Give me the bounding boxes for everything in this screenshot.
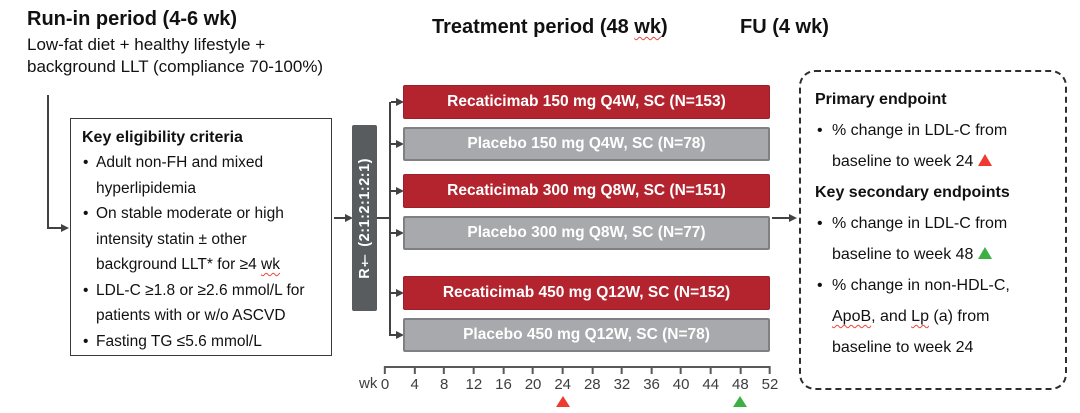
- week-48-green-triangle-icon: [733, 396, 748, 407]
- axis-tick-40: 40: [673, 366, 689, 393]
- branch-arrowhead-arm2-icon: [396, 139, 404, 148]
- secondary-endpoint-nonhdl-text1: % change in non-HDL-C,: [832, 277, 1010, 294]
- secondary-endpoint-apob-text: ApoB: [832, 308, 872, 325]
- red-triangle-icon: [978, 154, 993, 166]
- runin-connector-horizontal-line: [47, 227, 62, 229]
- branch-line-arm2: [391, 143, 399, 145]
- treatment-period-title-wk: wk: [634, 16, 661, 38]
- arms-to-endpoints-line: [772, 217, 790, 219]
- secondary-endpoint-nonhdl-text2: , and: [871, 308, 912, 325]
- treatment-period-title: Treatment period (48 wk): [432, 16, 668, 39]
- secondary-endpoint-nonhdl-text3: (a) from baseline to week 24: [832, 308, 990, 356]
- arms-to-endpoints-arrowhead-icon: [789, 213, 797, 222]
- eligibility-item-tg: Fasting TG ≤5.6 mmol/L: [82, 329, 320, 355]
- eligibility-item-nonfh: Adult non-FH and mixed hyperlipidemia: [82, 150, 320, 201]
- branch-arrowhead-arm3-icon: [396, 186, 404, 195]
- runin-subtitle-line1: Low-fat diet + healthy lifestyle +: [27, 35, 266, 54]
- eligibility-title: Key eligibility criteria: [82, 129, 243, 146]
- eligibility-criteria-box: Key eligibility criteria Adult non-FH an…: [70, 118, 332, 356]
- runin-connector-arrowhead-icon: [61, 223, 69, 232]
- branch-arrowhead-arm4-icon: [396, 228, 404, 237]
- primary-endpoint-text: % change in LDL-C from baseline to week …: [832, 122, 1008, 170]
- eligibility-to-randomization-arrowhead-icon: [345, 213, 353, 222]
- secondary-endpoint-lp-text: Lp: [911, 308, 929, 325]
- axis-tick-0: 0: [381, 366, 389, 393]
- timeline-axis: wk 0 4 8 12 16 20 24 28 32 36 40 44 48 5…: [359, 362, 778, 412]
- branch-line-arm6: [391, 334, 399, 336]
- axis-tick-32: 32: [614, 366, 630, 393]
- secondary-endpoints-list: % change in LDL-C from baseline to week …: [815, 208, 1051, 363]
- axis-tick-24: 24: [554, 366, 571, 393]
- randomization-bar: R† (2:1:2:1:2:1): [352, 125, 377, 311]
- secondary-endpoints-title: Key secondary endpoints: [815, 184, 1010, 201]
- eligibility-list: Adult non-FH and mixed hyperlipidemia On…: [82, 150, 320, 354]
- branch-line-arm4: [391, 232, 399, 234]
- treatment-period-title-suffix: ): [660, 16, 668, 38]
- axis-tick-16: 16: [495, 366, 512, 393]
- primary-endpoint-title: Primary endpoint: [815, 91, 947, 108]
- branch-arrowhead-arm5-icon: [396, 288, 404, 297]
- fu-period-title: FU (4 wk): [740, 16, 829, 38]
- axis-tick-28: 28: [584, 366, 601, 393]
- axis-tick-36: 36: [643, 366, 660, 393]
- eligibility-to-randomization-line: [334, 217, 346, 219]
- secondary-endpoint-item-ldlc48: % change in LDL-C from baseline to week …: [815, 208, 1051, 270]
- axis-tick-44: 44: [702, 366, 719, 393]
- branch-line-arm3: [391, 190, 399, 192]
- arm-recaticimab-150-q4w: Recaticimab 150 mg Q4W, SC (N=153): [403, 85, 770, 119]
- arm-placebo-450-q12w: Placebo 450 mg Q12W, SC (N=78): [403, 318, 770, 352]
- runin-period-title: Run-in period (4-6 wk): [27, 8, 237, 30]
- branch-line-arm5: [391, 292, 399, 294]
- arm-placebo-300-q8w: Placebo 300 mg Q8W, SC (N=77): [403, 216, 770, 250]
- timeline-axis-line: [385, 366, 770, 368]
- secondary-endpoint-ldlc48-text: % change in LDL-C from baseline to week …: [832, 215, 1008, 263]
- axis-tick-12: 12: [466, 366, 482, 393]
- week-24-red-triangle-icon: [555, 396, 570, 407]
- axis-tick-52: 52: [762, 366, 778, 393]
- eligibility-item-statin: On stable moderate or high intensity sta…: [82, 201, 320, 278]
- branch-arrowhead-arm1-icon: [396, 97, 404, 106]
- eligibility-item-statin-text: On stable moderate or high intensity sta…: [96, 205, 284, 273]
- axis-tick-4: 4: [410, 366, 419, 393]
- branch-stub-line: [377, 217, 390, 219]
- green-triangle-icon: [978, 247, 993, 259]
- endpoints-box: Primary endpoint % change in LDL-C from …: [799, 70, 1067, 390]
- treatment-period-title-prefix: Treatment period (48: [432, 16, 635, 38]
- axis-tick-8: 8: [440, 366, 448, 393]
- primary-endpoint-item: % change in LDL-C from baseline to week …: [815, 115, 1051, 177]
- branch-arrowhead-arm6-icon: [396, 330, 404, 339]
- runin-subtitle-line2: background LLT (compliance 70-100%): [27, 57, 324, 76]
- primary-endpoint-list: % change in LDL-C from baseline to week …: [815, 115, 1051, 177]
- arm-recaticimab-450-q12w: Recaticimab 450 mg Q12W, SC (N=152): [403, 276, 770, 310]
- timeline-unit-label: wk: [359, 375, 378, 392]
- arm-placebo-150-q4w: Placebo 150 mg Q4W, SC (N=78): [403, 127, 770, 161]
- runin-connector-vertical-line: [47, 95, 49, 229]
- axis-tick-20: 20: [525, 366, 541, 393]
- arm-recaticimab-300-q8w: Recaticimab 300 mg Q8W, SC (N=151): [403, 174, 770, 208]
- eligibility-item-ldlc: LDL-C ≥1.8 or ≥2.6 mmol/L for patients w…: [82, 278, 320, 329]
- branch-line-arm1: [391, 101, 399, 103]
- secondary-endpoint-item-nonhdl: % change in non-HDL-C, ApoB, and Lp (a) …: [815, 270, 1051, 363]
- axis-tick-48: 48: [732, 366, 749, 393]
- branch-vertical-line: [389, 102, 391, 336]
- randomization-ratio-label: R† (2:1:2:1:2:1): [356, 157, 373, 279]
- eligibility-item-statin-wk: wk: [261, 256, 280, 273]
